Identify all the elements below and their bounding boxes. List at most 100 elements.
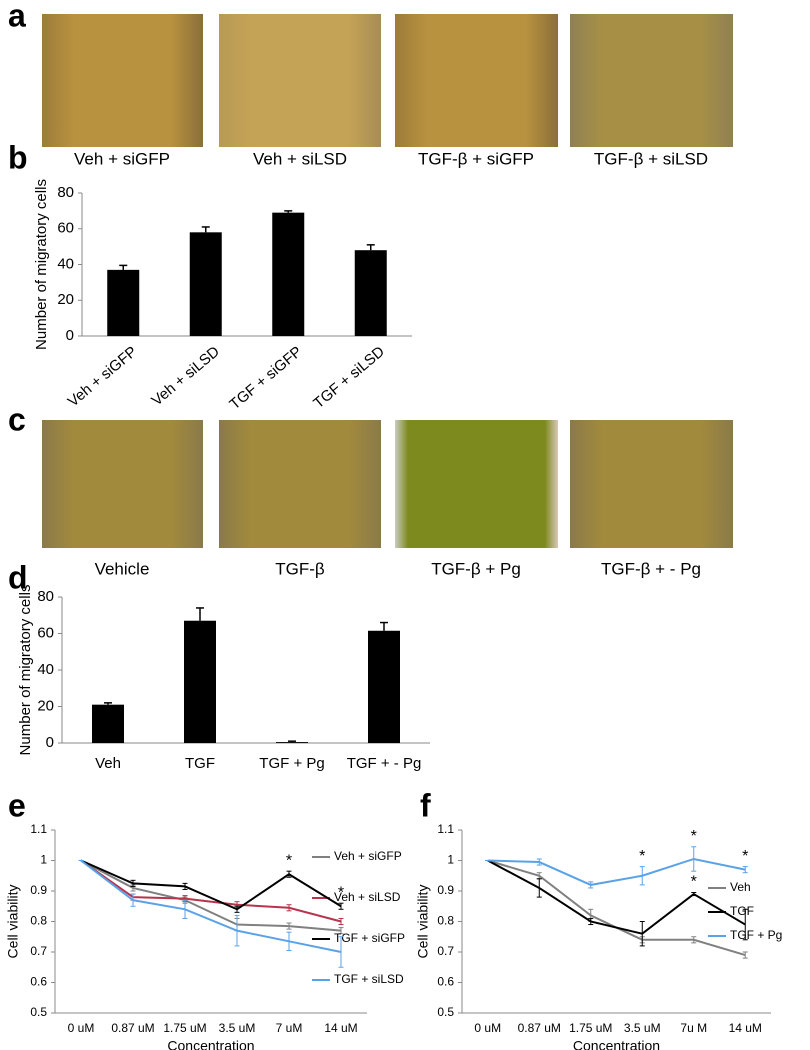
line-series: [80, 859, 342, 953]
y-tick-label: 40: [37, 661, 54, 678]
y-tick-label: 1.1: [30, 822, 47, 836]
bar: [272, 212, 305, 336]
image-caption: TGF-β + siGFP: [418, 149, 534, 168]
y-tick-label: 20: [57, 291, 74, 308]
significance-star: *: [286, 852, 292, 869]
x-tick-label: 0 uM: [68, 1021, 95, 1035]
bar: [107, 269, 140, 336]
line-series: [80, 859, 342, 932]
legend-label: TGF + Pg: [730, 928, 782, 942]
significance-star: *: [639, 848, 645, 865]
y-tick-label: 0: [46, 734, 54, 751]
x-tick-label: 0.87 uM: [518, 1021, 561, 1035]
x-tick-label: TGF + siLSD: [310, 343, 388, 412]
image-caption: TGF-β + - Pg: [601, 559, 701, 578]
y-tick-label: 1: [447, 853, 454, 867]
image-caption: TGF-β + siLSD: [594, 149, 708, 168]
line-series: [487, 857, 746, 886]
x-tick-label: TGF + Pg: [259, 755, 324, 772]
x-tick-label: 0 uM: [474, 1021, 501, 1035]
image-caption: TGF-β + Pg: [431, 559, 521, 578]
y-tick-label: 0.5: [437, 1005, 454, 1019]
micrograph: [42, 14, 203, 147]
x-tick-label: 1.75 uM: [163, 1021, 206, 1035]
line-series: [487, 859, 746, 957]
y-tick-label: 0.5: [30, 1005, 47, 1019]
y-tick-label: 80: [57, 184, 74, 201]
y-tick-label: 40: [57, 255, 74, 272]
y-tick-label: 60: [37, 624, 54, 641]
y-tick-label: 0.6: [30, 975, 47, 989]
micrograph: [219, 420, 381, 548]
y-axis-label: Cell viability: [5, 885, 21, 959]
micrograph: [219, 14, 381, 147]
significance-star: *: [742, 848, 748, 865]
y-tick-label: 0.9: [437, 883, 454, 897]
panel-letter: d: [8, 559, 28, 595]
x-tick-label: 0.87 uM: [111, 1021, 154, 1035]
image-caption: TGF-β: [275, 559, 325, 578]
image-caption: Vehicle: [95, 559, 150, 578]
x-tick-label: 7 uM: [276, 1021, 303, 1035]
bar: [184, 620, 216, 743]
x-tick-label: 3.5 uM: [624, 1021, 661, 1035]
bar: [276, 742, 308, 743]
panel-letter: f: [420, 787, 431, 823]
legend-label: TGF: [730, 904, 754, 918]
x-tick-label: 14 uM: [729, 1021, 762, 1035]
legend-label: TGF + siLSD: [334, 972, 404, 986]
y-tick-label: 60: [57, 220, 74, 237]
chart-f: f 0.5 0.6 0.7 0.8 0.9 1 1.1 Cell viability Concen…: [415, 787, 783, 1050]
bar: [92, 704, 124, 743]
line-series: [487, 859, 746, 935]
micrograph: [570, 420, 733, 548]
panel-letter: b: [8, 139, 28, 175]
y-tick-label: 20: [37, 697, 54, 714]
micrograph: [395, 14, 558, 147]
image-caption: Veh + siLSD: [253, 149, 347, 168]
line-series: [80, 859, 342, 911]
x-tick-label: 3.5 uM: [219, 1021, 256, 1035]
legend-label: TGF + siGFP: [334, 931, 405, 945]
bar: [368, 630, 400, 743]
chart-e: e 0.5 0.6 0.7 0.8 0.9 1 1.1 Cell viability Concen…: [5, 787, 405, 1050]
y-tick-label: 0.9: [30, 883, 47, 897]
panel-letter: e: [8, 787, 26, 823]
legend-label: Veh + siGFP: [334, 849, 402, 863]
y-tick-label: 0.7: [30, 944, 47, 958]
image-caption: Veh + siGFP: [74, 149, 170, 168]
y-tick-label: 0.7: [437, 944, 454, 958]
x-tick-label: Veh + siLSD: [148, 343, 223, 409]
y-tick-label: 1.1: [437, 822, 454, 836]
significance-star: *: [338, 884, 344, 901]
x-tick-label: TGF + - Pg: [347, 755, 422, 772]
x-tick-label: Veh + siGFP: [65, 343, 141, 410]
x-axis-label: Concentration: [167, 1038, 254, 1050]
micrograph: [395, 420, 558, 548]
bar: [354, 250, 387, 336]
y-tick-label: 1: [40, 853, 47, 867]
x-axis-label: Concentration: [573, 1038, 660, 1050]
panel-letter: c: [8, 401, 26, 437]
y-tick-label: 0.8: [30, 914, 47, 928]
significance-star: *: [691, 828, 697, 845]
line-series: [80, 859, 342, 923]
y-axis-label: Number of migratory cells: [17, 585, 34, 756]
x-tick-label: 14 uM: [324, 1021, 357, 1035]
legend-label: Veh: [730, 880, 751, 894]
micrograph: [570, 14, 733, 147]
x-tick-label: TGF: [185, 755, 215, 772]
panel-letter: a: [8, 0, 26, 33]
bar: [189, 232, 222, 336]
significance-star: *: [691, 874, 697, 891]
x-tick-label: Veh: [95, 755, 121, 772]
x-tick-label: TGF + siGFP: [226, 343, 305, 413]
x-tick-label: 7u M: [680, 1021, 707, 1035]
y-axis-label: Cell viability: [415, 885, 431, 959]
chart-b: b 0 20 40 60 80 Number of migratory cells Veh +…: [8, 139, 412, 413]
y-tick-label: 80: [37, 588, 54, 605]
y-tick-label: 0.8: [437, 914, 454, 928]
image-row-c: [42, 420, 733, 548]
